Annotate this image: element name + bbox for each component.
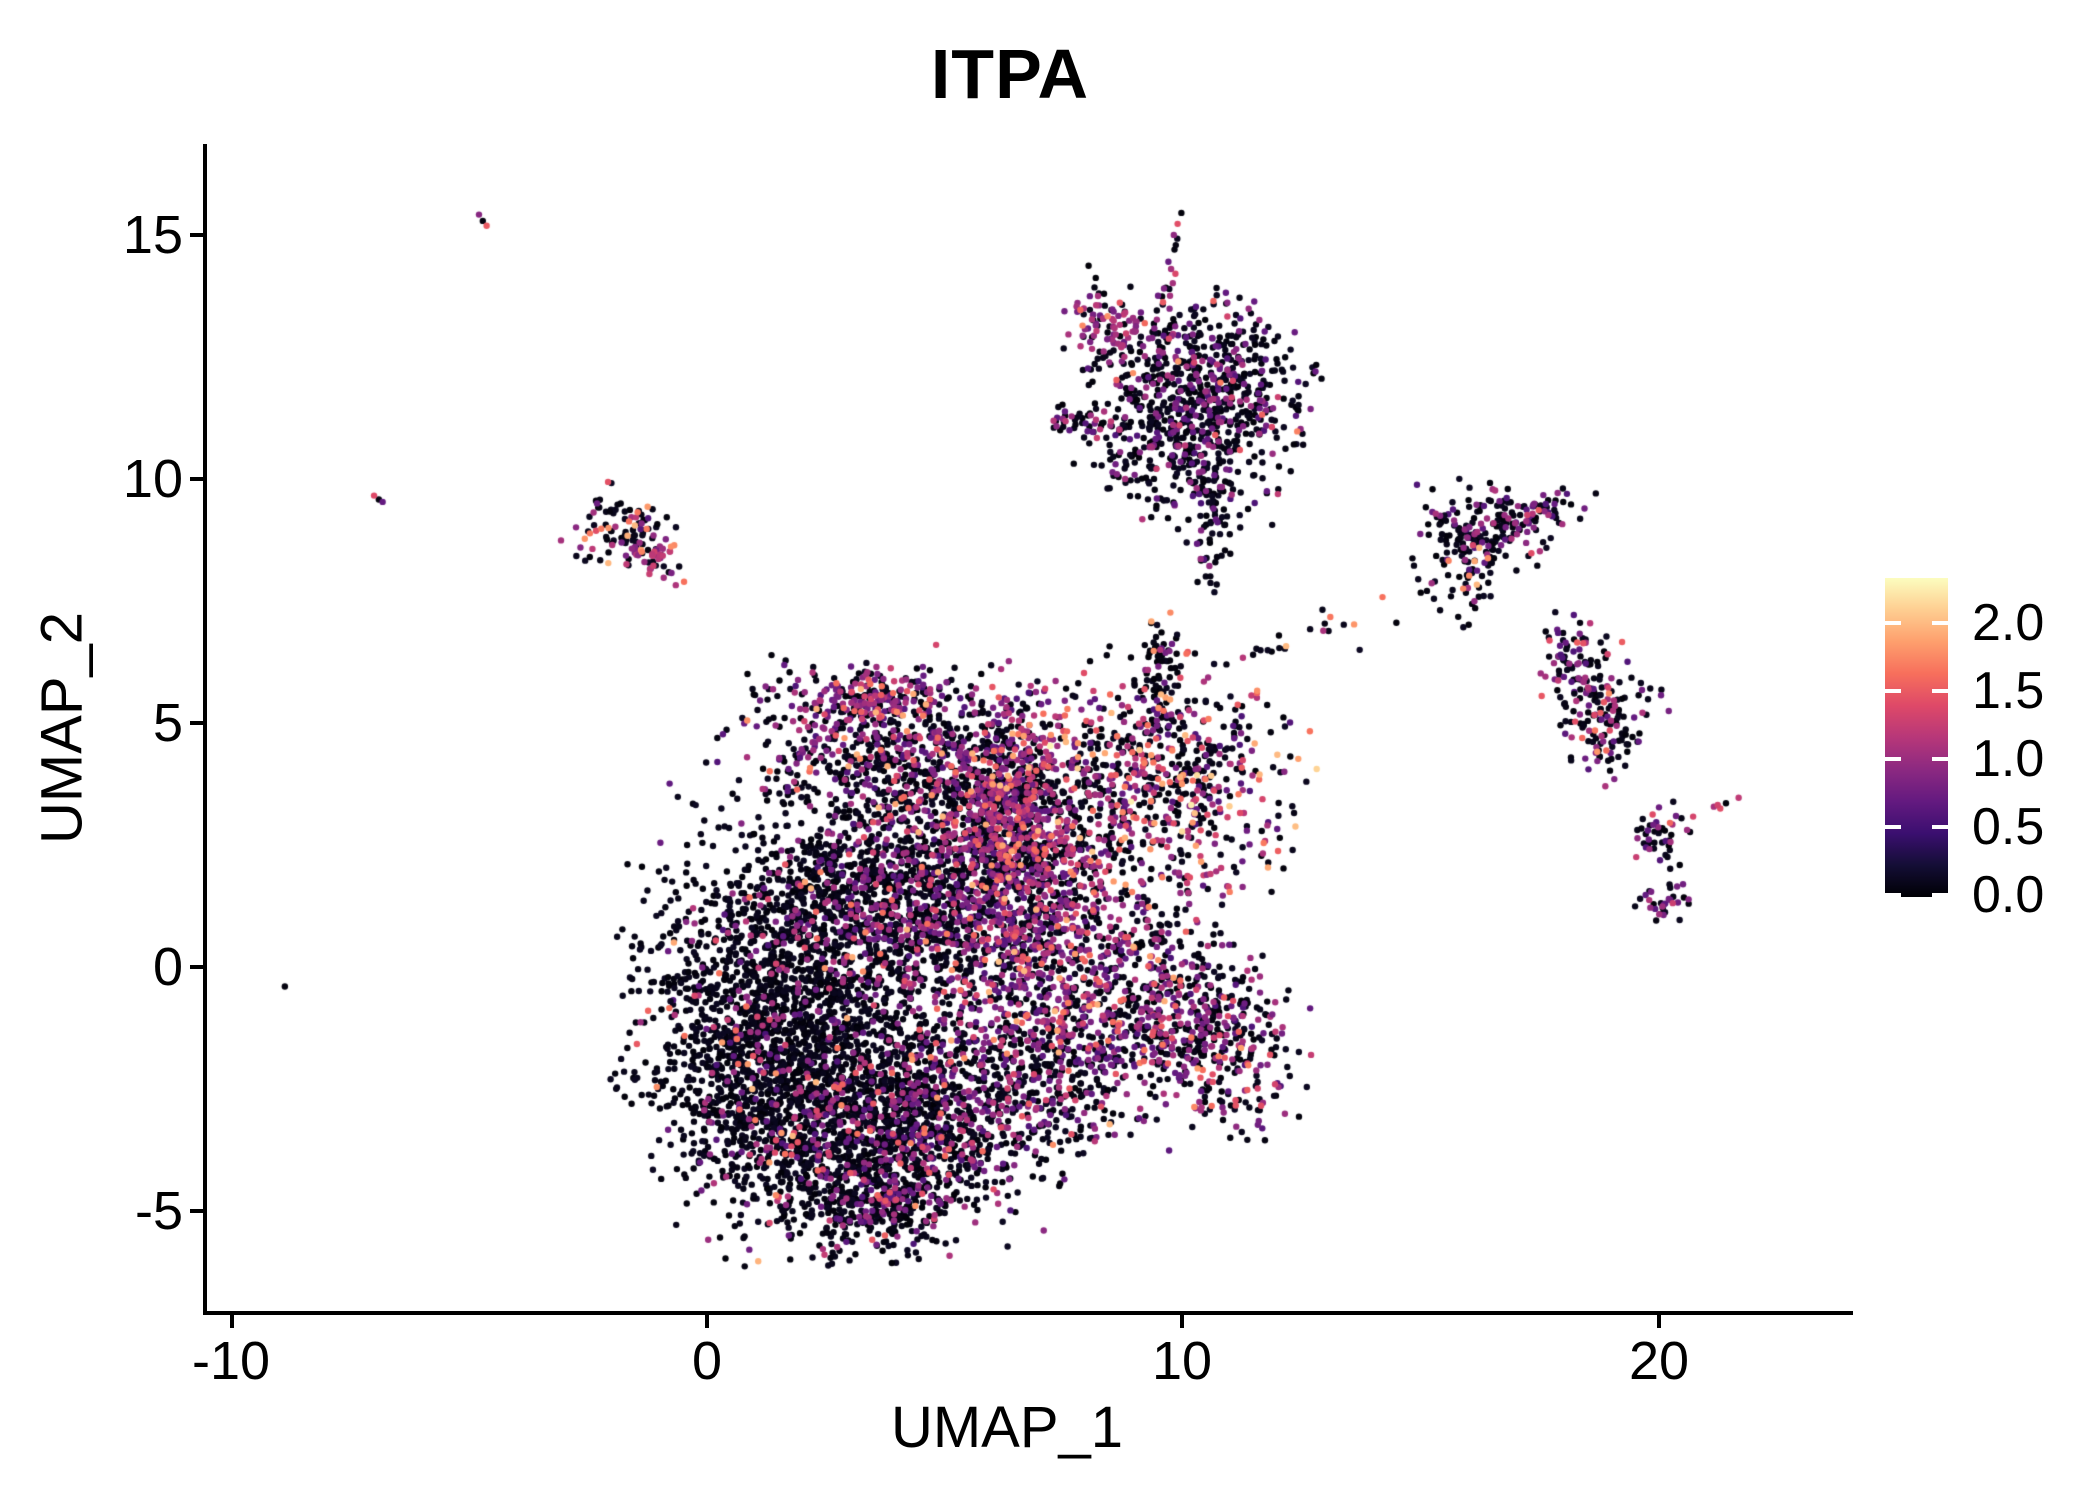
y-tick-label: -5 (134, 1181, 183, 1241)
x-tick-label: 20 (1628, 1331, 1690, 1391)
x-axis-tick (1657, 1315, 1661, 1328)
x-tick-label: -10 (191, 1331, 271, 1391)
legend-tick-mark (1932, 621, 1948, 625)
legend-tick-mark (1932, 689, 1948, 693)
y-axis-tick (190, 965, 203, 969)
legend-tick-label: 1.0 (1972, 730, 2045, 788)
legend-tick-label: 0.0 (1972, 866, 2045, 924)
x-tick-label: 0 (691, 1331, 723, 1391)
legend-tick-mark (1932, 757, 1948, 761)
x-axis-title: UMAP_1 (890, 1395, 1124, 1460)
legend-tick-label: 0.5 (1972, 798, 2045, 856)
legend-tick-label: 2.0 (1972, 594, 2045, 652)
y-axis-tick (190, 233, 203, 237)
y-tick-label: 10 (122, 449, 183, 509)
y-tick-label: 0 (152, 937, 183, 997)
legend-tick-mark (1885, 621, 1901, 625)
y-axis-tick (190, 1209, 203, 1213)
y-axis-line (203, 144, 207, 1314)
y-axis-title: UMAP_2 (29, 611, 95, 845)
x-axis-tick (1180, 1315, 1184, 1328)
legend-tick-label: 1.5 (1972, 662, 2045, 720)
x-axis-line (203, 1311, 1853, 1315)
color-gradient-bar (1885, 578, 1948, 897)
legend-tick-mark (1885, 757, 1901, 761)
plot-title: ITPA (930, 35, 1090, 113)
legend-tick-mark (1932, 825, 1948, 829)
y-axis-tick (190, 477, 203, 481)
legend-tick-mark (1885, 893, 1901, 897)
legend-tick-mark (1885, 689, 1901, 693)
y-axis-tick (190, 721, 203, 725)
legend-tick-mark (1885, 825, 1901, 829)
x-tick-label: 10 (1151, 1331, 1213, 1391)
y-tick-label: 15 (122, 205, 183, 265)
legend-tick-mark (1932, 893, 1948, 897)
x-axis-tick (705, 1315, 709, 1328)
y-tick-label: 5 (152, 693, 183, 753)
x-axis-tick (230, 1315, 234, 1328)
